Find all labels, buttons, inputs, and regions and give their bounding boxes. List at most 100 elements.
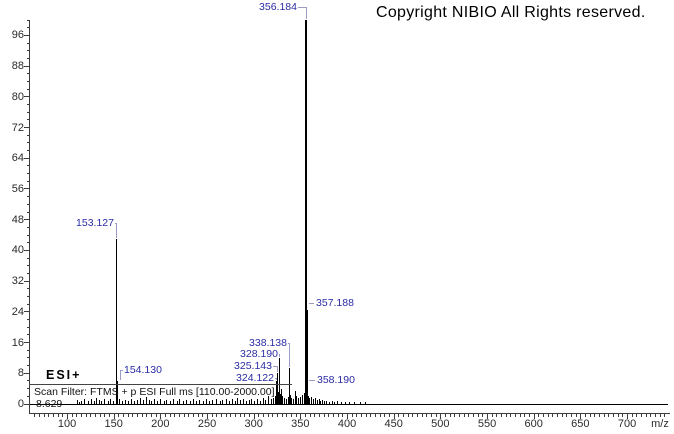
scan-header-divider bbox=[29, 384, 292, 385]
y-axis-tick bbox=[26, 103, 30, 105]
peak-label: 358.190 bbox=[317, 374, 355, 386]
x-axis-tick bbox=[123, 414, 125, 417]
spectrum-peak bbox=[96, 398, 98, 404]
x-axis-tick bbox=[547, 414, 549, 417]
ionization-mode-label: ESI+ bbox=[46, 368, 82, 382]
y-axis-tick-label: 80 bbox=[11, 90, 24, 103]
y-axis-tick bbox=[26, 57, 30, 59]
spectrum-peak bbox=[270, 399, 272, 404]
y-axis-tick bbox=[26, 180, 30, 182]
x-axis-tick bbox=[519, 414, 521, 417]
x-axis-tick bbox=[589, 414, 591, 417]
spectrum-peak bbox=[103, 399, 105, 404]
x-axis-tick bbox=[267, 414, 269, 417]
y-axis-tick bbox=[26, 380, 30, 382]
x-axis-tick bbox=[361, 414, 363, 417]
x-axis-tick bbox=[473, 414, 475, 417]
x-axis-tick bbox=[631, 414, 633, 417]
spectrum-peak bbox=[359, 402, 361, 404]
x-axis-tick bbox=[351, 414, 353, 417]
y-axis-tick bbox=[26, 142, 30, 144]
spectrum-peak bbox=[272, 397, 274, 404]
spectrum-peak bbox=[365, 402, 367, 404]
spectrum-peak-labeled bbox=[117, 380, 119, 404]
spectrum-peak bbox=[301, 394, 303, 404]
x-axis-tick bbox=[99, 414, 101, 417]
y-axis-tick bbox=[24, 342, 30, 344]
peak-label-leader bbox=[288, 343, 290, 367]
x-axis-tick bbox=[617, 414, 619, 417]
spectrum-peak-labeled bbox=[306, 309, 308, 404]
x-axis-tick bbox=[314, 414, 316, 417]
spectrum-peak bbox=[285, 399, 287, 404]
x-axis-tick bbox=[239, 414, 241, 417]
y-axis-tick bbox=[26, 196, 30, 198]
spectrum-peak bbox=[251, 398, 253, 404]
x-axis-tick bbox=[39, 414, 41, 417]
spectrum-peak bbox=[296, 395, 298, 404]
spectrum-peak bbox=[215, 399, 217, 404]
x-axis-tick bbox=[491, 414, 493, 417]
x-axis-tick bbox=[202, 414, 204, 417]
spectrum-peak bbox=[281, 389, 283, 404]
x-axis-tick bbox=[538, 414, 540, 417]
x-axis-tick bbox=[627, 414, 629, 419]
spectrum-peak bbox=[295, 390, 297, 404]
spectrum-peak-labeled bbox=[305, 20, 308, 404]
y-axis-tick bbox=[26, 134, 30, 136]
x-axis-tick bbox=[53, 414, 55, 417]
spectrum-peak bbox=[254, 400, 256, 404]
x-axis-tick bbox=[295, 414, 297, 417]
y-axis-tick bbox=[24, 311, 30, 313]
y-axis-tick bbox=[26, 242, 30, 244]
spectrum-peak bbox=[282, 396, 284, 404]
x-axis-tick bbox=[165, 414, 167, 417]
x-axis-tick bbox=[127, 414, 129, 417]
x-axis-tick bbox=[258, 414, 260, 417]
x-axis-tick bbox=[487, 414, 489, 419]
x-axis-tick bbox=[585, 414, 587, 417]
spectrum-peak bbox=[331, 400, 333, 404]
x-axis-tick bbox=[216, 414, 218, 417]
peak-label: 153.127 bbox=[76, 217, 114, 229]
x-axis-tick bbox=[505, 414, 507, 417]
y-axis-tick bbox=[24, 127, 30, 129]
y-axis-tick bbox=[26, 80, 30, 82]
x-axis-tick-label: 650 bbox=[571, 418, 590, 430]
spectrum-peak bbox=[170, 401, 172, 404]
spectrum-peak bbox=[324, 401, 326, 404]
x-axis-tick bbox=[183, 414, 185, 417]
peak-label-leader bbox=[120, 370, 121, 380]
x-axis-tick-label: 350 bbox=[291, 418, 310, 430]
spectrum-peak bbox=[349, 402, 351, 404]
y-axis-tick-label: 40 bbox=[11, 244, 24, 257]
x-axis-tick bbox=[155, 414, 157, 417]
spectrum-peak bbox=[222, 399, 224, 404]
x-axis-tick bbox=[594, 414, 596, 417]
y-axis-tick bbox=[26, 319, 30, 321]
peak-label: 328.190 bbox=[240, 348, 278, 360]
x-axis-tick bbox=[113, 414, 115, 419]
y-axis-tick bbox=[26, 73, 30, 75]
x-axis-tick bbox=[179, 414, 181, 417]
spectrum-peak bbox=[325, 400, 327, 404]
peak-label-leader bbox=[275, 378, 277, 379]
x-axis-tick bbox=[141, 414, 143, 417]
x-axis-tick bbox=[636, 414, 638, 417]
x-axis-tick bbox=[501, 414, 503, 417]
x-axis-tick-label: 400 bbox=[337, 418, 357, 430]
x-axis-tick bbox=[393, 414, 395, 419]
spectrum-peak bbox=[118, 399, 120, 404]
spectrum-peak bbox=[185, 399, 187, 404]
y-axis-tick-label: 0 bbox=[17, 398, 24, 410]
x-axis-tick bbox=[575, 414, 577, 417]
peak-label-leader bbox=[309, 380, 315, 381]
x-axis-tick bbox=[529, 414, 531, 417]
x-axis-tick bbox=[328, 414, 330, 417]
x-axis-tick-label: 700 bbox=[617, 418, 637, 430]
x-axis-tick bbox=[552, 414, 554, 417]
x-axis-tick bbox=[291, 414, 293, 417]
x-axis-tick-label: 500 bbox=[431, 418, 450, 430]
peak-label: 356.184 bbox=[259, 1, 297, 13]
spectrum-peak bbox=[172, 399, 174, 404]
